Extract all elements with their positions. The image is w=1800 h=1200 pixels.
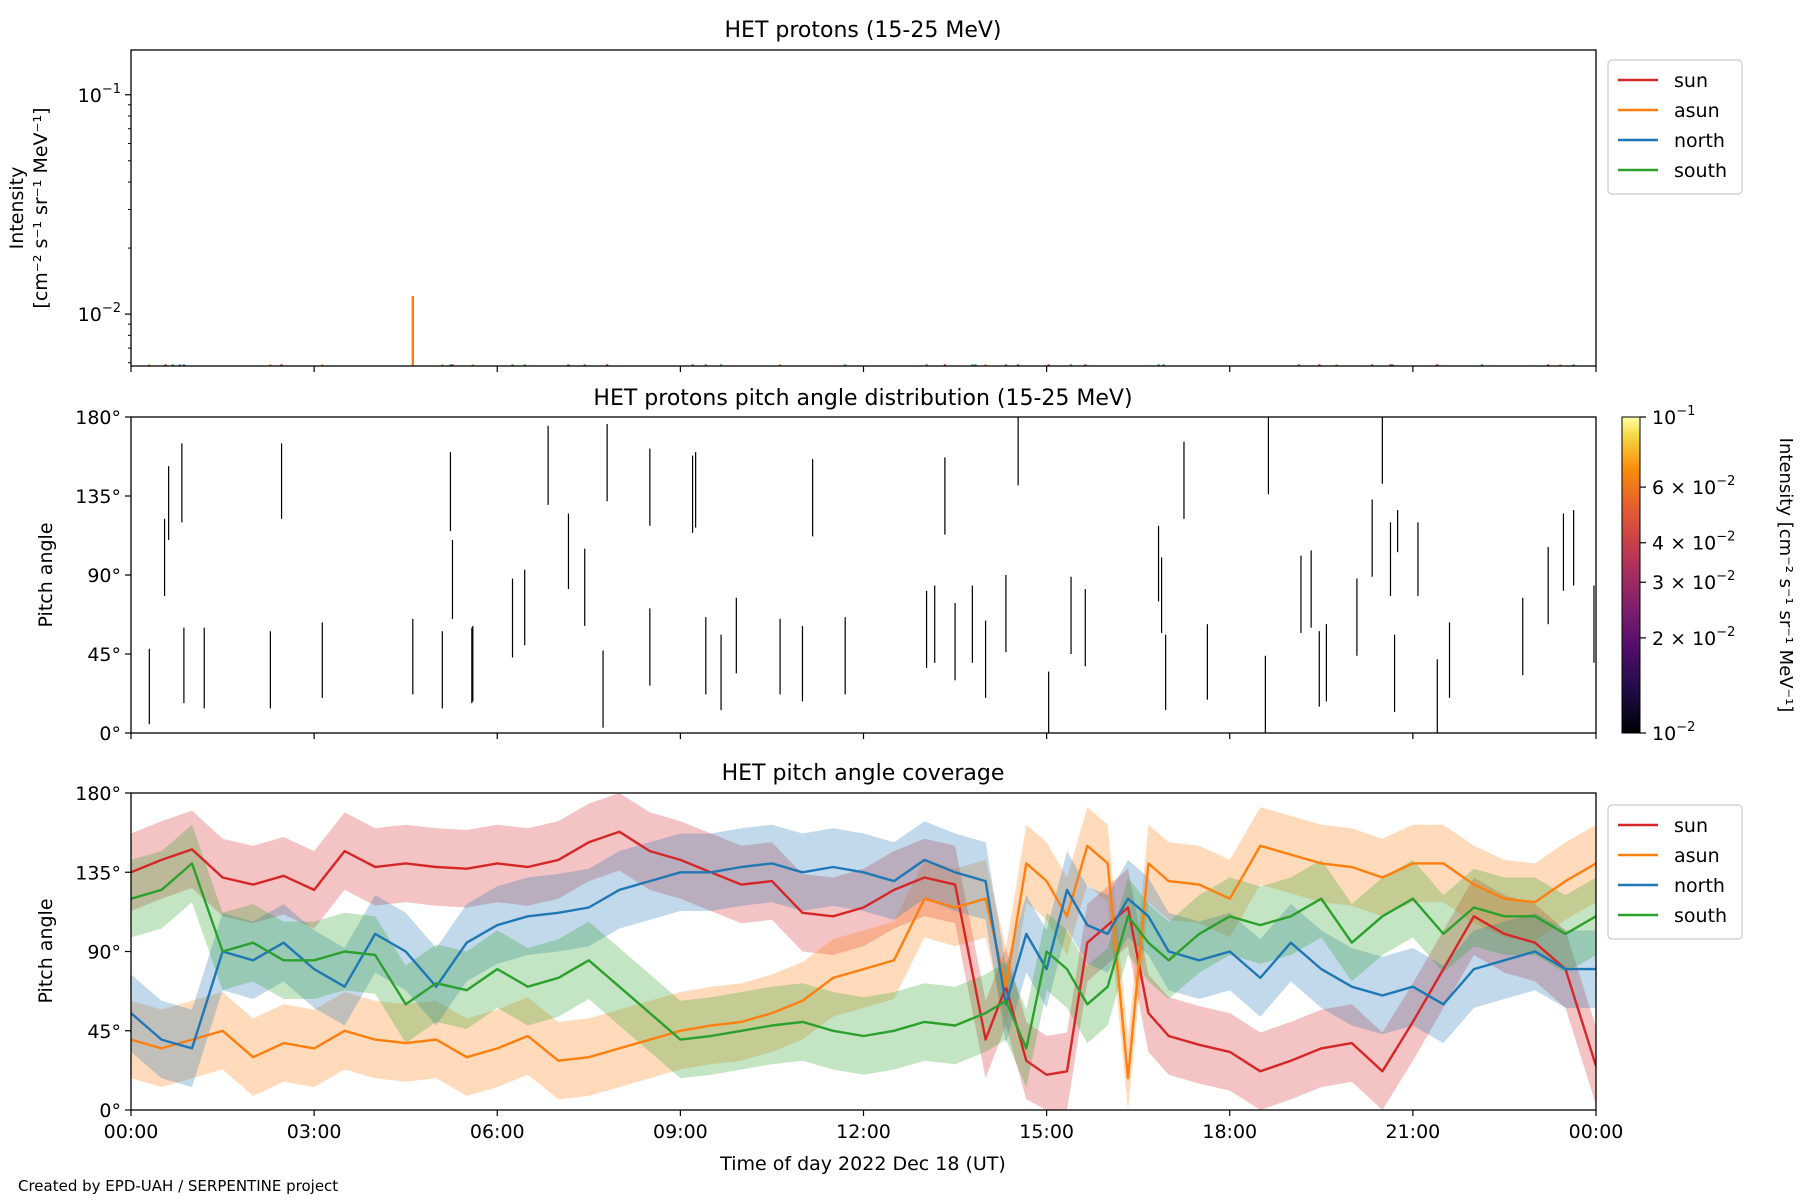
y-tick-label: 90°	[87, 565, 121, 587]
y-tick-label: 0°	[99, 723, 121, 745]
x-tick-label: 18:00	[1202, 1121, 1257, 1143]
legend-label-sun: sun	[1674, 815, 1708, 837]
coverage-band-south	[131, 824, 1596, 1088]
x-axis-label: Time of day 2022 Dec 18 (UT)	[719, 1153, 1006, 1175]
panel-intensity: HET protons (15-25 MeV) 10−2 10−1 Intensi…	[6, 18, 1743, 372]
colorbar-label: Intensity [cm⁻² s⁻¹ sr⁻¹ MeV⁻¹]	[1775, 438, 1796, 713]
panel-2-title: HET protons pitch angle distribution (15…	[593, 386, 1132, 411]
panel-2-marks	[148, 417, 1595, 733]
coverage-line-north	[131, 858, 1596, 1050]
panel-1-y-label-line-1: Intensity	[6, 167, 28, 250]
x-tick-label: 00:00	[1569, 1121, 1624, 1143]
coverage-line-south	[131, 862, 1596, 1050]
legend-label-sun: sun	[1674, 70, 1708, 92]
x-tick-label: 21:00	[1385, 1121, 1440, 1143]
y-tick-label: 90°	[87, 942, 121, 964]
y-tick-label: 180°	[75, 783, 121, 805]
panel-2-y-label: Pitch angle	[35, 522, 57, 627]
panel-3-title: HET pitch angle coverage	[722, 761, 1005, 786]
panel-1-title: HET protons (15-25 MeV)	[725, 18, 1002, 43]
colorbar-tick-label: 3 × 10−2	[1652, 569, 1735, 594]
panel-2-y-axis: 0° 45° 90° 135° 180°	[75, 407, 131, 745]
y-tick-label: 10−2	[78, 301, 121, 326]
legend-label-asun: asun	[1674, 845, 1720, 867]
panel-3-legend: sun asun north south	[1607, 804, 1743, 940]
colorbar-tick-label: 6 × 10−2	[1652, 474, 1735, 499]
legend-label-south: south	[1674, 160, 1727, 182]
y-tick-label: 45°	[87, 1021, 121, 1043]
colorbar-tick-label: 10−2	[1652, 720, 1695, 745]
coverage-line-sun	[131, 830, 1596, 1077]
panel-1-marks	[148, 295, 1575, 366]
panel-1-frame	[130, 49, 1597, 367]
panel-2-frame	[130, 416, 1597, 734]
colorbar-tick-label: 4 × 10−2	[1652, 530, 1735, 555]
panel-3-marks	[131, 793, 1596, 1110]
panel-2-x-axis	[130, 733, 1597, 739]
legend-label-south: south	[1674, 905, 1727, 927]
x-tick-label: 03:00	[287, 1121, 342, 1143]
y-tick-label: 180°	[75, 407, 121, 429]
x-tick-label: 09:00	[653, 1121, 708, 1143]
colorbar-tick-label: 10−1	[1652, 404, 1695, 429]
legend-label-asun: asun	[1674, 100, 1720, 122]
y-tick-label: 135°	[75, 486, 121, 508]
panel-3-x-axis: 00:00 03:00 06:00 09:00 12:00 15:00 18:00 21:00…	[104, 1110, 1624, 1143]
panel-3-y-label: Pitch angle	[35, 898, 57, 1003]
legend-label-north: north	[1674, 130, 1725, 152]
colorbar-axis: 10−2 2 × 10−2 3 × 10−2 4 × 10−2 6 × 10−2 10−1	[1640, 404, 1735, 745]
coverage-band-north	[131, 821, 1596, 1088]
colorbar-tick-label: 2 × 10−2	[1652, 625, 1735, 650]
x-tick-label: 12:00	[836, 1121, 891, 1143]
x-tick-label: 06:00	[470, 1121, 525, 1143]
coverage-band-asun	[131, 807, 1596, 1110]
panel-3-y-axis: 0° 45° 90° 135° 180°	[75, 783, 131, 1122]
panel-1-y-label: Intensity [cm⁻² s⁻¹ sr⁻¹ MeV⁻¹]	[6, 107, 52, 308]
y-tick-label: 135°	[75, 862, 121, 884]
x-tick-label: 00:00	[104, 1121, 159, 1143]
y-tick-label: 10−1	[78, 82, 121, 107]
panel-coverage: HET pitch angle coverage 0° 45° 90° 135° 180…	[35, 761, 1743, 1175]
legend-box	[1607, 804, 1743, 940]
panel-1-y-axis: 10−2 10−1	[78, 82, 131, 364]
panel-1-y-label-line-2: [cm⁻² s⁻¹ sr⁻¹ MeV⁻¹]	[30, 107, 52, 308]
panel-pad: HET protons pitch angle distribution (15…	[35, 386, 1796, 745]
y-tick-label: 45°	[87, 644, 121, 666]
colorbar	[1621, 416, 1641, 734]
legend-box	[1607, 59, 1743, 195]
coverage-band-sun	[131, 793, 1596, 1110]
footer-credit: Created by EPD-UAH / SERPENTINE project	[18, 1177, 338, 1195]
y-tick-label: 0°	[99, 1100, 121, 1122]
panel-1-legend: sun asun north south	[1607, 59, 1743, 195]
coverage-line-asun	[131, 844, 1596, 1080]
x-tick-label: 15:00	[1019, 1121, 1074, 1143]
legend-label-north: north	[1674, 875, 1725, 897]
panel-1-x-axis	[130, 366, 1597, 372]
